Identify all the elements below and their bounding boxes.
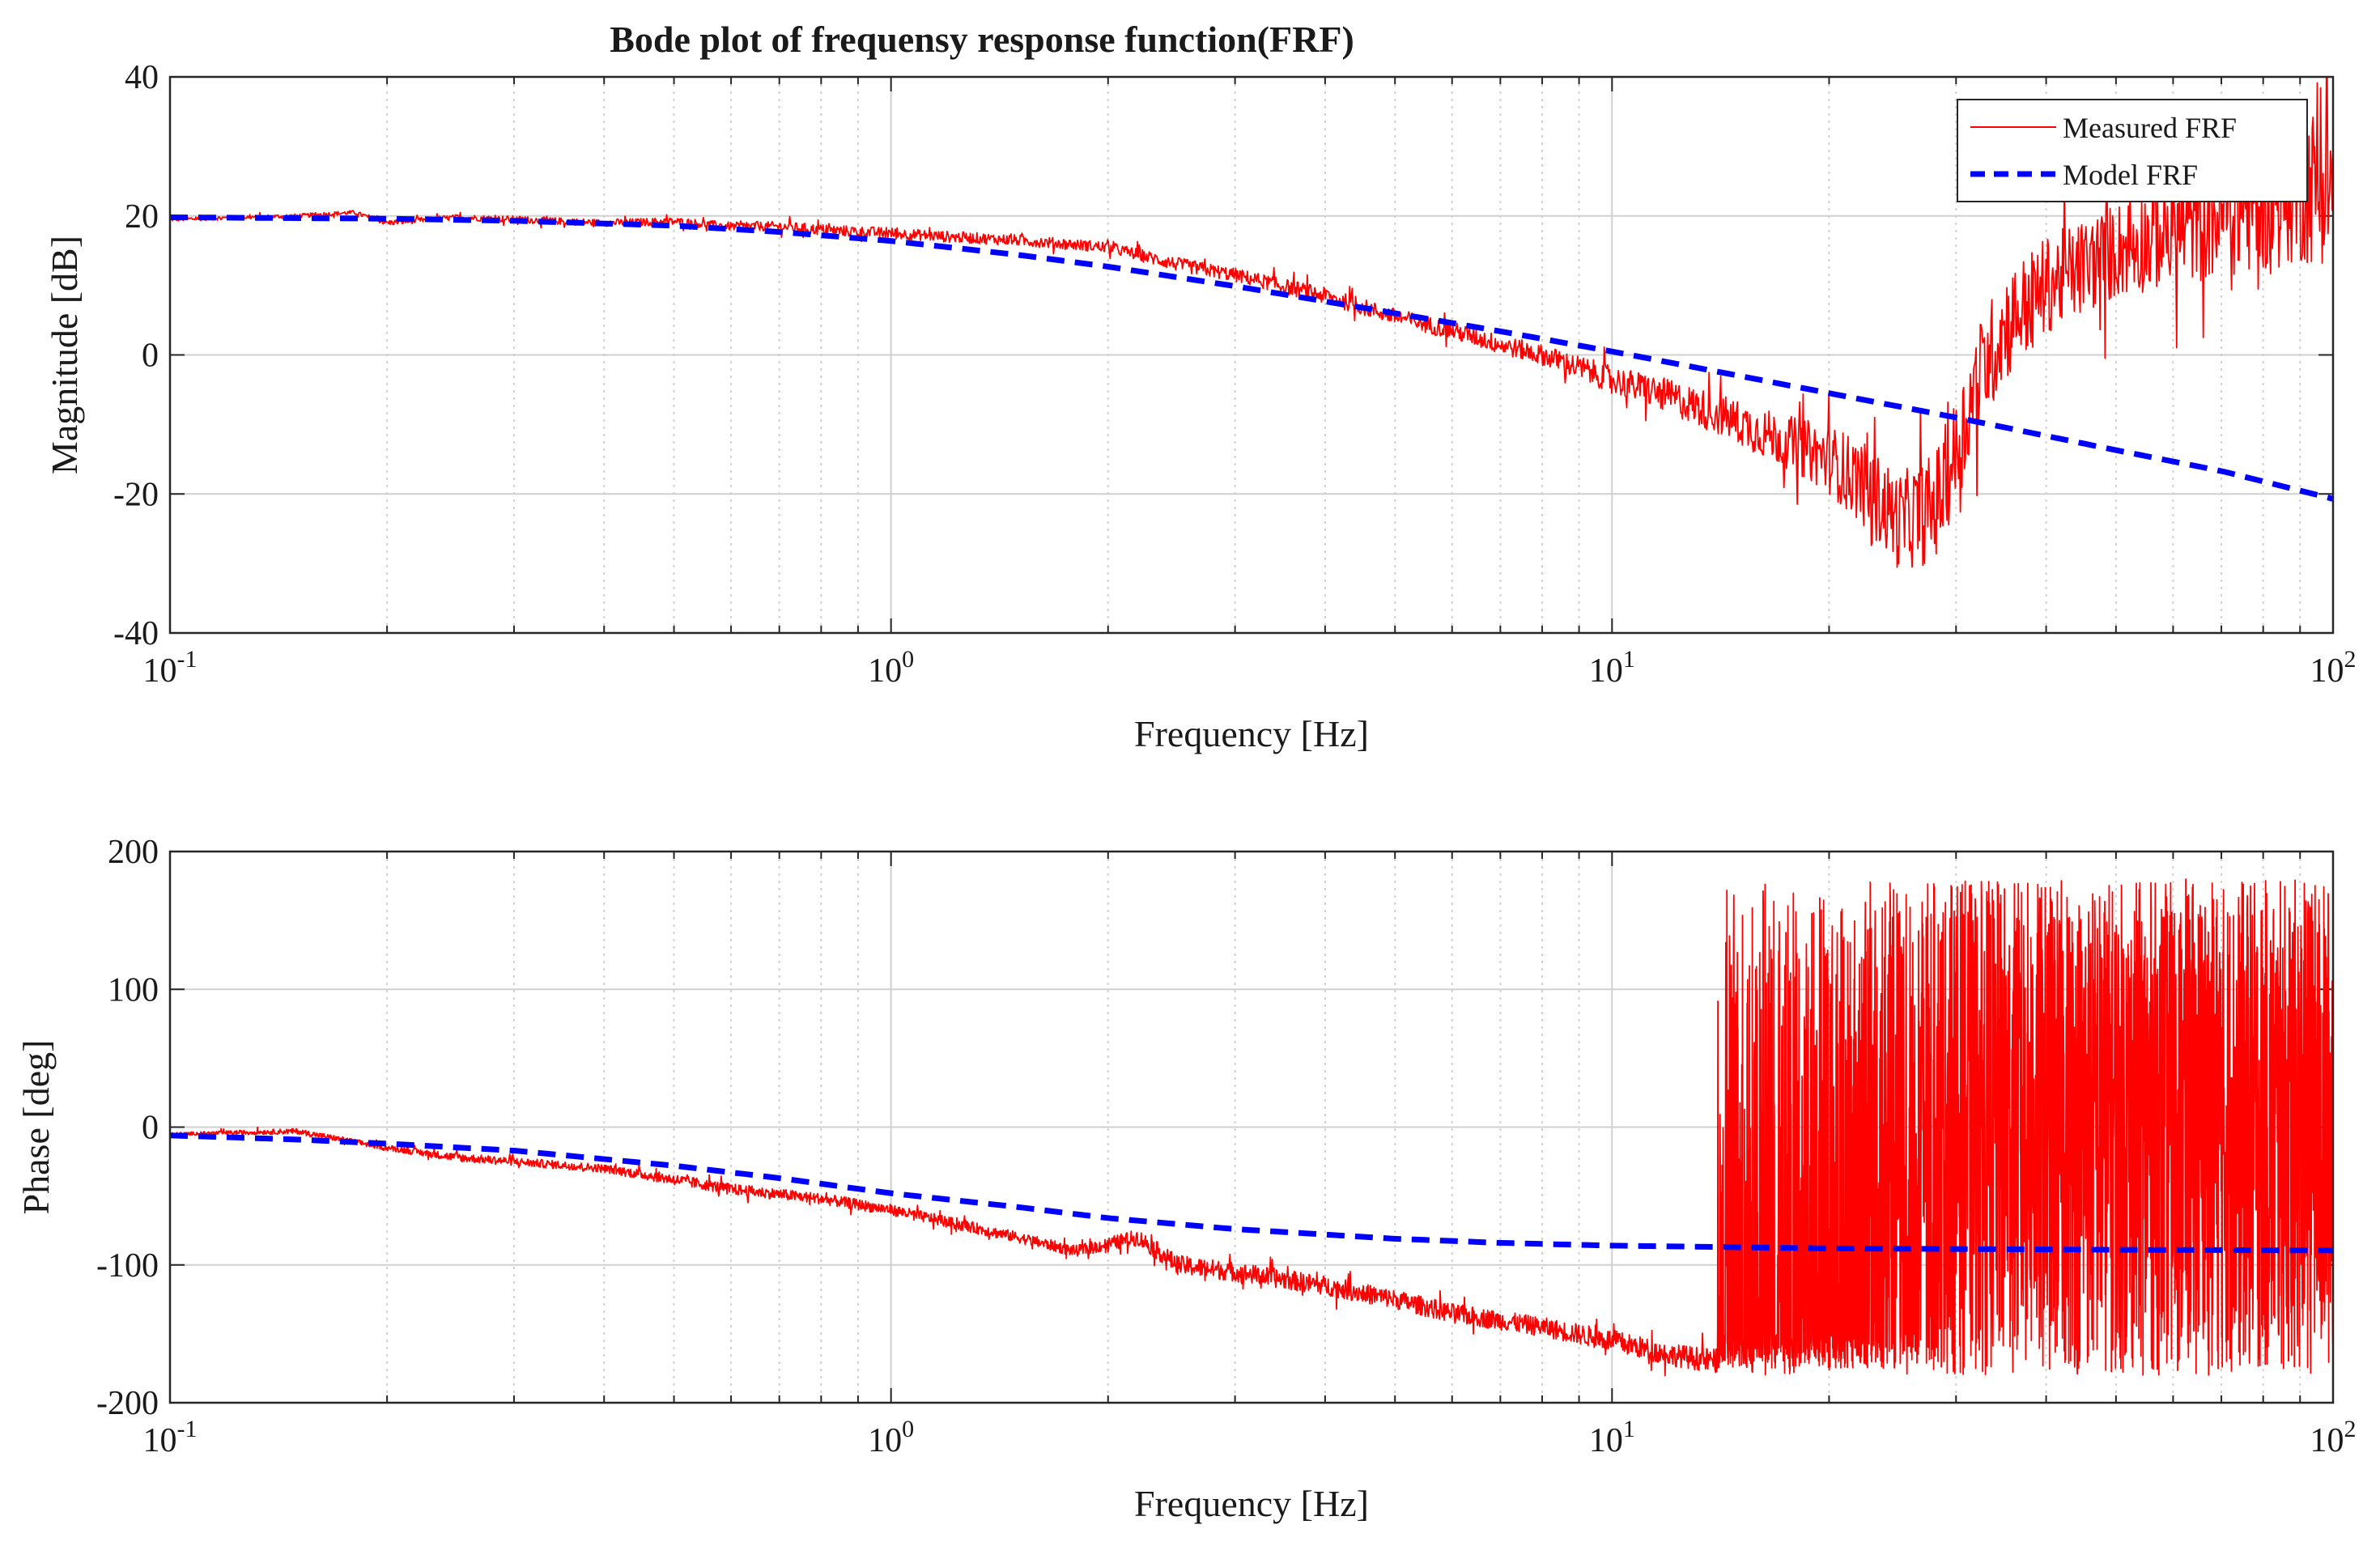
y-tick-label: -100 [96,1247,159,1285]
y-tick-label: 0 [142,1110,159,1147]
x-tick-label: 101 [1589,646,1635,690]
x-tick-label: 102 [2310,646,2357,690]
x-tick-exponent: 2 [2344,646,2357,673]
x-axis-label: Frequency [Hz] [1134,713,1369,754]
y-tick-label: 100 [108,971,159,1009]
y-tick-label: -200 [96,1385,159,1422]
y-tick-label: -20 [113,476,159,513]
legend-entry: Measured FRF [2063,112,2237,144]
y-axis-label: Phase [deg] [15,1040,57,1215]
model-frf-line [169,1132,2334,1254]
x-tick-label: 101 [1589,1416,1635,1459]
y-tick-label: 0 [142,338,159,375]
axes-box [168,850,2335,1404]
model-frf-line [169,214,2334,502]
x-tick-label: 100 [868,1416,914,1459]
y-tick-label: -40 [113,615,159,652]
x-tick-exponent: -1 [177,646,198,673]
x-tick-exponent: 0 [902,646,914,673]
y-tick-label: 200 [108,834,159,871]
x-tick-label: 10-1 [143,646,198,690]
x-axis-label: Frequency [Hz] [1134,1483,1369,1524]
legend-box [1957,99,2308,202]
x-tick-exponent: -1 [177,1416,198,1442]
measured-frf-line [169,76,2334,568]
y-tick-label: 40 [125,59,159,96]
x-tick-label: 102 [2310,1416,2357,1459]
x-tick-label: 100 [868,646,914,690]
x-tick-exponent: 1 [1623,646,1635,673]
measured-frf-line [169,878,2334,1377]
y-tick-label: 20 [125,198,159,236]
legend-entry: Model FRF [2063,159,2198,191]
figure-title: Bode plot of frequensy response function… [610,19,1354,60]
x-tick-label: 10-1 [143,1416,198,1459]
y-axis-label: Magnitude [dB] [44,236,85,474]
axes-box [168,75,2335,635]
x-tick-exponent: 0 [902,1416,914,1442]
x-tick-exponent: 2 [2344,1416,2357,1442]
x-tick-exponent: 1 [1623,1416,1635,1442]
